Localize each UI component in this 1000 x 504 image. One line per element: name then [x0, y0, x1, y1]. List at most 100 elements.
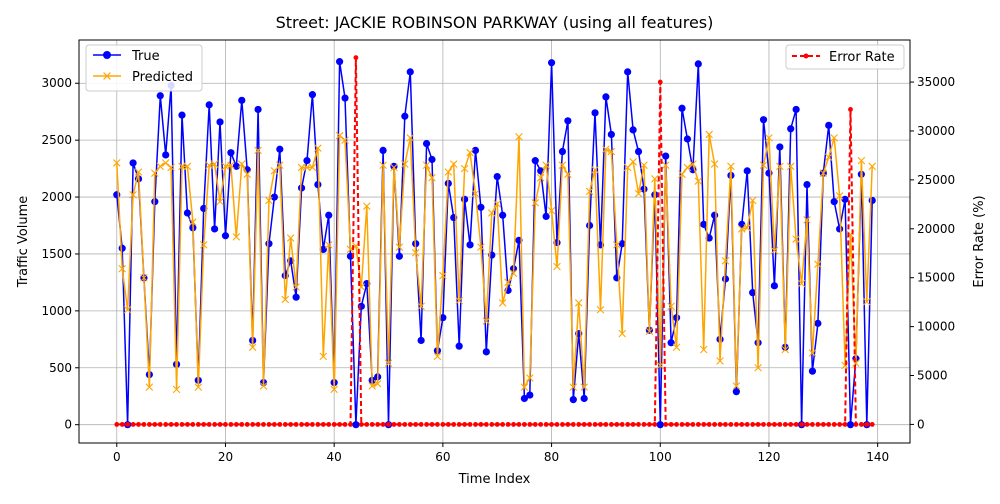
error-rate-point [152, 422, 158, 427]
x-tick-label: 120 [758, 450, 781, 464]
predicted-point [596, 305, 605, 314]
error-rate-point [603, 422, 609, 427]
predicted-point [183, 162, 192, 171]
y2-tick-label: 30000 [917, 124, 955, 138]
error-rate-point [663, 422, 669, 427]
legend-left: True Predicted [85, 44, 203, 92]
true-point [183, 209, 192, 217]
predicted-point [852, 359, 860, 368]
predicted-point [314, 144, 322, 152]
true-point [749, 289, 757, 297]
predicted-point [248, 343, 257, 352]
predicted-point [324, 241, 333, 249]
true-point [602, 93, 610, 101]
series-error-rate-line [116, 57, 873, 426]
predicted-point [770, 246, 779, 255]
predicted-point [672, 343, 681, 352]
true-point [162, 151, 170, 159]
true-point [542, 212, 550, 221]
predicted-point [281, 295, 290, 304]
predicted-point [645, 327, 654, 336]
error-rate-point [701, 422, 707, 427]
predicted-point [384, 359, 393, 368]
error-rate-point [331, 422, 337, 427]
true-point [211, 225, 219, 233]
predicted-point [123, 305, 132, 314]
predicted-point [743, 223, 752, 232]
predicted-point [776, 162, 784, 171]
y-tick-label: 2500 [41, 133, 72, 147]
predicted-point [156, 162, 165, 171]
error-rate-point [848, 107, 853, 112]
predicted-point [694, 177, 703, 185]
error-rate-point [690, 422, 696, 427]
legend-left-box [85, 44, 203, 92]
predicted-point [487, 209, 496, 217]
predicted-point [265, 196, 273, 205]
error-rate-point [516, 422, 522, 427]
error-rate-point [293, 422, 299, 427]
predicted-point [167, 163, 175, 172]
error-rate-point [451, 422, 457, 427]
predicted-point [683, 163, 692, 172]
predicted-point [406, 134, 415, 142]
error-rate-point [549, 422, 554, 427]
true-point [830, 198, 838, 206]
error-rate-point [771, 422, 777, 427]
predicted-point [477, 243, 485, 251]
true-point [477, 203, 485, 211]
error-rate-point [750, 422, 756, 427]
error-rate-point [304, 422, 310, 427]
y2-tick-label: 5000 [917, 369, 948, 383]
predicted-point [161, 159, 170, 167]
predicted-point [808, 349, 817, 357]
true-point [694, 60, 702, 68]
true-point [558, 147, 567, 156]
predicted-point [140, 274, 148, 282]
true-point [352, 421, 360, 429]
predicted-point [830, 134, 838, 142]
error-rate-point [538, 422, 544, 427]
y-tick-label: 2000 [41, 190, 72, 204]
predicted-point [515, 132, 523, 141]
error-rate-point [185, 422, 190, 427]
predicted-point [471, 189, 480, 198]
true-point [205, 101, 213, 109]
predicted-point [531, 198, 540, 207]
error-rate-point [473, 422, 478, 427]
error-rate-point [326, 422, 332, 427]
error-rate-point [820, 422, 826, 427]
true-point [482, 348, 490, 356]
predicted-point [651, 175, 659, 183]
true-point [770, 282, 778, 290]
predicted-point [748, 196, 757, 205]
error-rate-point [570, 422, 576, 427]
error-rate-point [494, 422, 500, 427]
predicted-point [330, 385, 338, 394]
error-rate-point [576, 422, 582, 427]
predicted-point [803, 216, 811, 224]
error-rate-point [233, 422, 239, 427]
predicted-point [368, 382, 377, 390]
error-rate-point [652, 422, 658, 427]
legend-predicted-marker [103, 72, 111, 80]
error-rate-point [261, 422, 266, 427]
predicted-point [341, 136, 349, 144]
error-rate-point [445, 422, 451, 427]
error-rate-point [636, 422, 641, 427]
predicted-point [759, 161, 768, 169]
predicted-point [553, 262, 561, 271]
y2-tick-label: 25000 [917, 173, 955, 187]
error-rate-point [168, 422, 174, 427]
predicted-point [667, 302, 675, 311]
predicted-point [308, 163, 317, 172]
predicted-point [520, 383, 529, 391]
predicted-point [716, 357, 724, 365]
predicted-point [145, 383, 154, 391]
true-point [624, 68, 632, 76]
error-rate-point [532, 422, 538, 427]
predicted-point [607, 147, 616, 156]
predicted-point [542, 161, 550, 169]
predicted-point [297, 163, 306, 172]
predicted-point [379, 161, 387, 169]
